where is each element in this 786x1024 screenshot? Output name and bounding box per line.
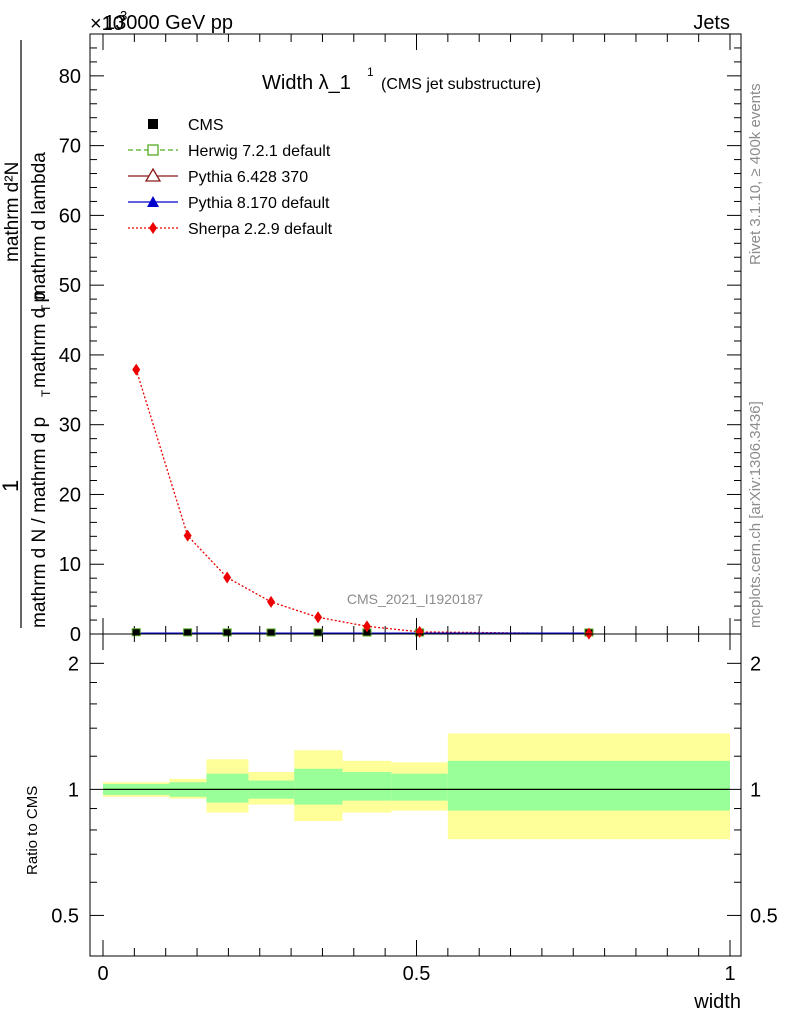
sherpa-point (132, 363, 141, 376)
herwig-point (131, 628, 141, 637)
legend-label: CMS (188, 117, 224, 134)
y-label-denominator: mathrm d N / mathrm d p (29, 417, 50, 628)
y-label-one: 1 (0, 480, 23, 492)
rivet-version-label: Rivet 3.1.10, ≥ 400k events (747, 83, 764, 265)
cms-point (132, 628, 141, 636)
ratio-inner-band (447, 760, 730, 811)
cms-point (267, 628, 276, 636)
process-label: Jets (693, 12, 730, 34)
ratio-y-label: Ratio to CMS (24, 786, 41, 875)
x-tick-label: 0.5 (403, 963, 431, 985)
chart-title-superscript: 1 (367, 65, 374, 79)
ratio-y-tick-label: 1 (68, 779, 79, 801)
legend-entry: Pythia 8.170 default (128, 195, 330, 212)
y-label-sub-t2: T (39, 304, 53, 312)
mcplots-label: mcplots.cern.ch [arXiv:1306.3436] (747, 401, 764, 628)
sherpa-point (267, 595, 276, 608)
x-tick-label: 0 (97, 963, 108, 985)
main-y-axis: 0 10 20 30 40 50 60 70 80 (59, 47, 741, 646)
herwig-point (183, 628, 193, 637)
ratio-inner-band (294, 768, 343, 805)
legend-label: Pythia 6.428 370 (188, 169, 308, 186)
legend-marker (147, 144, 159, 156)
legend-label: Sherpa 2.2.9 default (188, 221, 333, 238)
legend-marker (148, 119, 158, 129)
energy-label: 13000 GeV pp (104, 12, 233, 34)
main-y-tick-label: 50 (59, 275, 81, 297)
herwig-point (222, 628, 232, 637)
sherpa-point (314, 611, 323, 624)
y-label-sub-t1: T (39, 389, 53, 397)
chart-subtitle: (CMS jet substructure) (381, 76, 541, 93)
main-y-tick-label: 0 (70, 624, 81, 646)
legend: CMS Herwig 7.2.1 default Pythia 6.428 370 P… (128, 117, 333, 238)
exponent-label: ×10 (90, 13, 124, 35)
cms-point (183, 628, 192, 636)
exponent-power: 3 (120, 8, 127, 23)
ratio-y-axis: 0.5 0.5 1 1 2 2 (51, 653, 778, 927)
legend-entry: Sherpa 2.2.9 default (128, 221, 333, 238)
legend-entry: Herwig 7.2.1 default (128, 143, 331, 160)
main-y-tick-label: 70 (59, 136, 81, 158)
cms-point (362, 628, 371, 636)
ratio-inner-band (391, 773, 448, 801)
ratio-plot: 0.5 0.51 12 2 0 0.5 1 Ratio to CMS width (24, 633, 778, 1013)
ratio-y-tick-label: 2 (68, 653, 79, 675)
main-y-tick-label: 80 (59, 66, 81, 88)
ratio-y-tick-label: 0.5 (51, 905, 79, 927)
sherpa-line (135, 369, 589, 635)
legend-marker (147, 196, 159, 207)
ratio-y-tick-label-right: 1 (750, 779, 761, 801)
legend-entry: Pythia 6.428 370 (128, 167, 308, 186)
legend-label: Pythia 8.170 default (188, 195, 330, 212)
cms-point (223, 628, 232, 636)
main-series (131, 363, 594, 640)
y-label-numerator: mathrm d²N (2, 162, 23, 262)
sherpa-point (223, 571, 232, 584)
ratio-inner-band (342, 772, 392, 801)
analysis-watermark: CMS_2021_I1920187 (347, 591, 483, 607)
herwig-point (266, 628, 276, 637)
main-y-tick-label: 40 (59, 345, 81, 367)
x-tick-label: 1 (724, 963, 735, 985)
legend-marker (149, 222, 157, 234)
sherpa-point (415, 625, 424, 638)
main-y-label: 1 mathrm d N / mathrm d p T mathrm d p T… (0, 40, 53, 628)
legend-marker (144, 167, 162, 182)
chart-title: Width λ_1 (262, 72, 351, 94)
ratio-y-tick-label-right: 0.5 (750, 905, 778, 927)
ratio-y-tick-label-right: 2 (750, 653, 761, 675)
main-y-tick-label: 30 (59, 415, 81, 437)
ratio-bands (103, 733, 730, 840)
sherpa-point (362, 620, 371, 633)
main-plot: 0 10 20 30 40 50 60 70 80 Width λ_1 1 (CMS jet s… (59, 33, 742, 646)
ratio-x-axis: 0 0.5 1 (97, 634, 736, 985)
y-label-end: mathrm d lambda (29, 152, 50, 300)
ratio-plot-frame (89, 633, 742, 957)
sherpa-point (183, 529, 192, 542)
main-y-tick-label: 60 (59, 205, 81, 227)
main-y-tick-label: 20 (59, 484, 81, 506)
cms-point (314, 628, 323, 636)
herwig-point (313, 628, 323, 637)
main-y-tick-label: 10 (59, 554, 81, 576)
y-label-middle: mathrm d p (29, 292, 50, 388)
x-axis-label: width (693, 991, 741, 1013)
legend-entry: CMS (148, 117, 224, 134)
ratio-inner-band (206, 773, 249, 803)
legend-label: Herwig 7.2.1 default (188, 143, 331, 160)
